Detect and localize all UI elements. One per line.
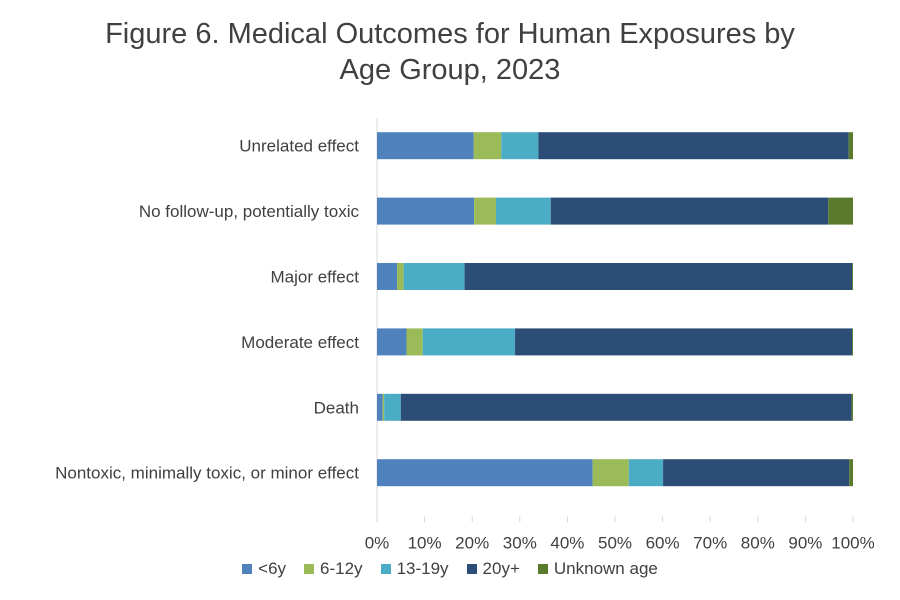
bar-segment-5-row-6 [849, 459, 853, 487]
legend-item: Unknown age [537, 559, 658, 579]
x-tick-label: 80% [741, 533, 775, 552]
bar-segment-4-row-6 [663, 459, 850, 487]
bar-segment-2-row-4 [406, 328, 423, 356]
x-tick-label: 90% [788, 533, 822, 552]
bar-segment-4-row-4 [515, 328, 853, 356]
bar-segment-3-row-5 [384, 393, 401, 421]
bar-segment-2-row-3 [396, 263, 404, 290]
bar-segment-4-row-2 [550, 197, 829, 225]
category-label: Nontoxic, minimally toxic, or minor effe… [55, 464, 359, 483]
chart-title-line-1: Figure 6. Medical Outcomes for Human Exp… [105, 18, 795, 50]
bar-segment-5-row-5 [851, 393, 853, 421]
bar-segment-5-row-2 [828, 197, 853, 225]
legend-label: 20y+ [482, 559, 520, 578]
legend-swatch [304, 564, 315, 574]
x-tick-label: 40% [550, 533, 584, 552]
bar-segment-2-row-6 [592, 459, 629, 487]
bar-segment-2-row-1 [473, 132, 502, 160]
x-tick-label: 10% [408, 533, 442, 552]
legend-item: <6y [242, 559, 286, 579]
bar-segment-3-row-6 [628, 459, 664, 487]
x-tick-label: 50% [598, 533, 632, 552]
bar-segment-1-row-6 [377, 459, 593, 487]
bar-segment-4-row-1 [538, 132, 849, 160]
legend-swatch [380, 564, 391, 574]
chart-title-line-2: Age Group, 2023 [339, 54, 561, 86]
x-tick-label: 30% [503, 533, 537, 552]
legend-label: 13-19y [396, 559, 449, 578]
bar-segment-3-row-2 [496, 197, 551, 225]
legend-item: 20y+ [466, 559, 520, 579]
legend-item: 6-12y [304, 559, 363, 579]
bar-segment-1-row-5 [377, 393, 383, 421]
legend-swatch [466, 564, 477, 574]
legend-label: <6y [258, 559, 287, 578]
legend-label: Unknown age [553, 559, 658, 578]
category-label: Unrelated effect [239, 137, 359, 156]
bar-segment-3-row-1 [501, 132, 539, 160]
x-tick-label: 0% [365, 533, 390, 552]
bar-segment-5-row-4 [852, 328, 853, 356]
x-tick-label: 60% [646, 533, 680, 552]
bar-segment-1-row-3 [377, 263, 397, 290]
legend-swatch [242, 564, 253, 574]
legend: <6y 6-12y 13-19y 20y+ Unknown age [0, 559, 900, 579]
legend-item: 13-19y [380, 559, 449, 579]
bar-segment-4-row-3 [464, 263, 853, 290]
bar-segment-3-row-3 [403, 263, 465, 290]
chart-title: Figure 6. Medical Outcomes for Human Exp… [0, 16, 900, 88]
x-tick-label: 20% [455, 533, 489, 552]
category-label: No follow-up, potentially toxic [139, 202, 360, 221]
bar-segment-1-row-1 [377, 132, 474, 160]
bar-segment-4-row-5 [400, 393, 852, 421]
bar-segment-2-row-5 [382, 393, 385, 421]
bar-segment-1-row-2 [377, 197, 475, 225]
category-label: Moderate effect [241, 333, 359, 352]
legend-swatch [537, 564, 548, 574]
x-tick-label: 100% [831, 533, 874, 552]
category-label: Death [314, 398, 359, 417]
x-tick-label: 70% [693, 533, 727, 552]
bar-segment-1-row-4 [377, 328, 407, 356]
bar-segment-5-row-1 [848, 132, 853, 160]
bar-segment-3-row-4 [422, 328, 516, 356]
legend-label: 6-12y [320, 559, 363, 578]
bar-segment-2-row-2 [474, 197, 496, 225]
category-label: Major effect [270, 268, 359, 287]
bar-segment-5-row-3 [852, 263, 853, 290]
